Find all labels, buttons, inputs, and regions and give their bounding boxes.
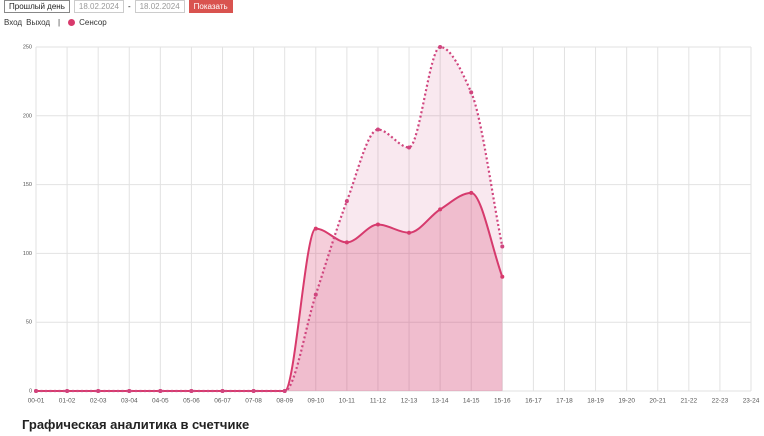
x-tick-label: 11-12 <box>370 398 387 405</box>
point <box>500 244 505 249</box>
x-tick-label: 23-24 <box>743 398 760 405</box>
y-tick-label: 150 <box>23 182 32 188</box>
date-to[interactable]: 18.02.2024 <box>134 0 185 13</box>
legend-dot <box>68 19 76 26</box>
point <box>344 240 349 245</box>
x-tick-label: 17-18 <box>556 398 573 405</box>
point <box>189 389 194 393</box>
point <box>375 222 380 227</box>
legend: Вход Выход | Сенсор <box>4 18 107 27</box>
y-tick-label: 250 <box>23 44 32 50</box>
area <box>36 47 503 391</box>
x-tick-label: 19-20 <box>618 398 635 405</box>
x-tick-label: 03-04 <box>121 398 138 405</box>
period-select[interactable]: Прошлый день <box>4 0 70 13</box>
line <box>36 45 504 393</box>
point <box>500 274 505 279</box>
point <box>407 230 412 235</box>
legend-entry[interactable]: Вход <box>4 18 23 27</box>
y-tick-label: 0 <box>29 388 32 394</box>
caption: Графическая аналитика в счетчике <box>22 417 250 432</box>
point <box>282 389 287 393</box>
point <box>407 145 412 150</box>
point <box>438 45 443 49</box>
date-from[interactable]: 18.02.2024 <box>73 0 124 13</box>
x-tick-label: 04-05 <box>152 398 169 405</box>
controls: Прошлый день 18.02.2024 - 18.02.2024 Пок… <box>4 0 233 13</box>
y-tick-label: 50 <box>26 320 32 326</box>
date-separator: - <box>127 2 131 11</box>
x-tick-label: 02-03 <box>90 398 107 405</box>
x-tick-label: 21-22 <box>681 398 698 405</box>
x-tick-label: 00-01 <box>28 398 45 405</box>
point <box>344 199 349 204</box>
point <box>96 389 101 393</box>
point <box>34 389 38 393</box>
legend-entry[interactable]: Выход <box>26 18 51 27</box>
separator: | <box>58 18 61 27</box>
point <box>375 127 380 132</box>
x-tick-label: 13-14 <box>432 398 449 405</box>
point <box>438 207 443 212</box>
point <box>313 292 318 297</box>
x-tick-label: 15-16 <box>494 398 511 405</box>
legend-entry[interactable]: Сенсор <box>79 18 107 27</box>
y-tick-label: 200 <box>23 113 32 119</box>
point <box>65 389 70 393</box>
y-tick-label: 100 <box>23 251 32 257</box>
point <box>469 90 474 95</box>
point <box>313 226 318 231</box>
x-tick-label: 12-13 <box>401 398 418 405</box>
point <box>251 389 256 393</box>
point <box>469 190 474 195</box>
x-tick-label: 20-21 <box>649 398 666 405</box>
x-tick-label: 16-17 <box>525 398 542 405</box>
x-tick-label: 10-11 <box>339 398 356 405</box>
x-tick-label: 06-07 <box>214 398 231 405</box>
x-tick-label: 14-15 <box>463 398 480 405</box>
area <box>36 192 503 391</box>
x-tick-label: 09-10 <box>307 398 324 405</box>
x-tick-label: 08-09 <box>276 398 293 405</box>
x-tick-label: 01-02 <box>59 398 76 405</box>
point <box>158 389 163 393</box>
point <box>127 389 132 393</box>
chart: 0 50 100 150 200 250 00-01 01-02 02-03 03-04 04-05… <box>23 44 760 405</box>
show-button[interactable]: Показать <box>188 0 233 13</box>
x-tick-label: 05-06 <box>183 398 200 405</box>
x-tick-label: 22-23 <box>712 398 729 405</box>
point <box>220 389 225 393</box>
x-tick-label: 07-08 <box>245 398 262 405</box>
x-tick-label: 18-19 <box>587 398 604 405</box>
